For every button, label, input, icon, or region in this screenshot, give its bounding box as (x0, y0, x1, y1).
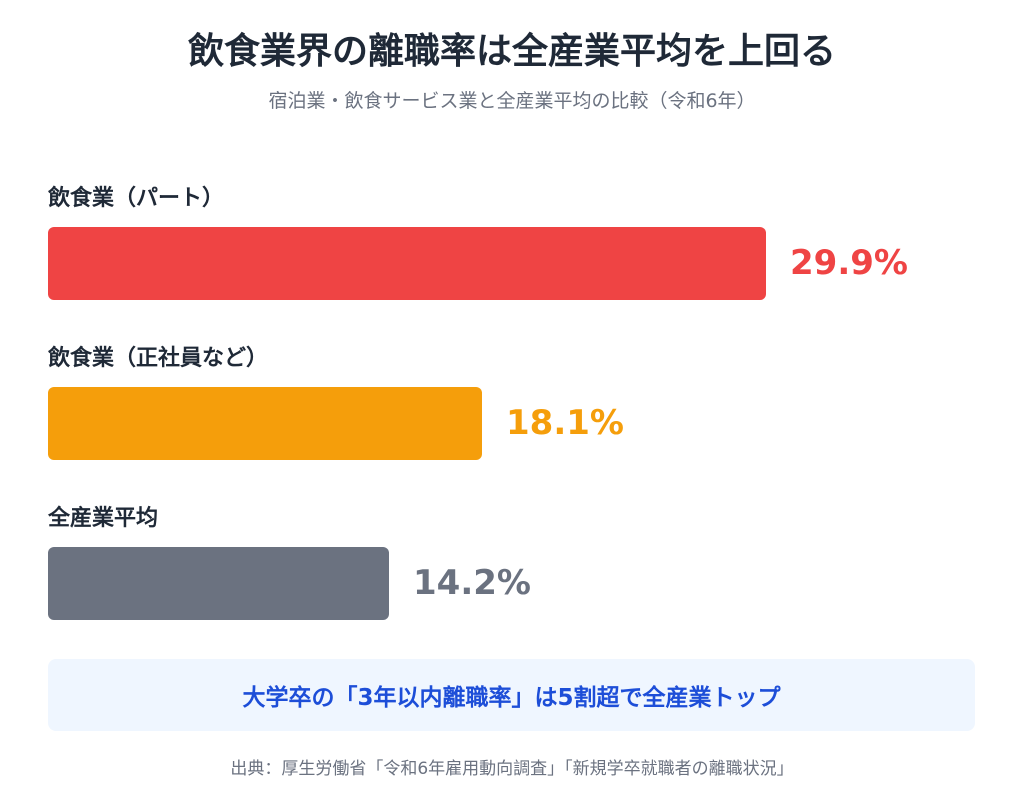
source-note: 出典：厚生労働省「令和6年雇用動向調査」「新規学卒就職者の離職状況」 (230, 759, 794, 779)
bar-value-label: 14.2% (413, 563, 531, 603)
chart-title: 飲食業界の離職率は全産業平均を上回る (187, 31, 836, 72)
bar (48, 227, 766, 300)
bar-value-label: 29.9% (790, 243, 908, 283)
bar-label: 飲食業（パート） (48, 186, 225, 211)
bar (48, 547, 389, 620)
callout-box: 大学卒の「3年以内離職率」は5割超で全産業トップ (48, 659, 975, 731)
bar (48, 387, 482, 460)
bar-value-label: 18.1% (506, 403, 624, 443)
chart-subtitle: 宿泊業・飲食サービス業と全産業平均の比較（令和6年） (268, 90, 756, 112)
bar-label: 全産業平均 (48, 506, 159, 531)
bar-label: 飲食業（正社員など） (48, 346, 269, 371)
callout-text: 大学卒の「3年以内離職率」は5割超で全産業トップ (242, 685, 781, 711)
